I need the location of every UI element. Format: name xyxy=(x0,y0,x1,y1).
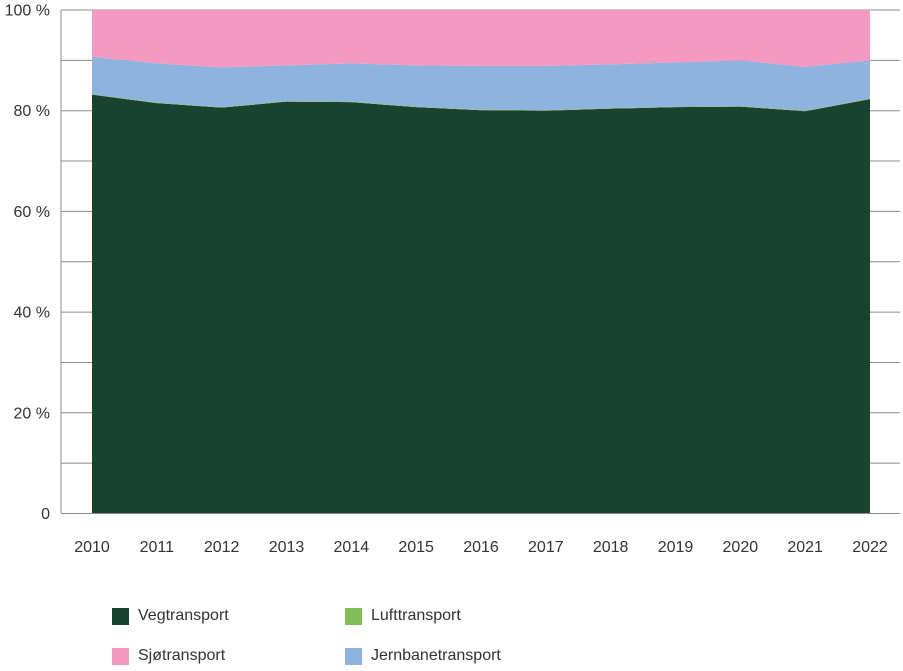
legend: Vegtransport Lufttransport Sjøtransport … xyxy=(112,607,501,665)
area-lufttransport xyxy=(92,94,870,112)
legend-item-jernbanetransport: Jernbanetransport xyxy=(345,647,501,665)
y-tick-label-40: 40 % xyxy=(14,305,50,322)
y-tick-label-20: 20 % xyxy=(14,405,50,422)
x-tick-label-2022: 2022 xyxy=(852,539,888,556)
legend-label-sjotransport: Sjøtransport xyxy=(138,647,226,664)
stacked-area-chart: 0 20 % 40 % 60 % 80 % 100 % 2010 2011 2012 2013 20… xyxy=(5,3,900,556)
x-tick-label-2017: 2017 xyxy=(528,539,564,556)
x-tick-label-2013: 2013 xyxy=(269,539,305,556)
x-tick-label-2016: 2016 xyxy=(463,539,499,556)
x-tick-label-2021: 2021 xyxy=(787,539,823,556)
y-tick-label-80: 80 % xyxy=(14,103,50,120)
legend-label-lufttransport: Lufttransport xyxy=(371,607,461,624)
x-tick-label-2015: 2015 xyxy=(398,539,434,556)
area-vegtransport xyxy=(92,94,870,514)
y-tick-label-60: 60 % xyxy=(14,204,50,221)
y-tick-label-0: 0 xyxy=(41,506,50,523)
vegtransport-swatch-icon xyxy=(112,607,129,625)
jernbanetransport-swatch-icon xyxy=(345,647,362,665)
x-tick-label-2019: 2019 xyxy=(658,539,694,556)
legend-item-lufttransport: Lufttransport xyxy=(345,607,501,625)
sjotransport-swatch-icon xyxy=(112,647,129,665)
x-tick-label-2014: 2014 xyxy=(334,539,370,556)
x-tick-label-2010: 2010 xyxy=(74,539,110,556)
area-jernbanetransport xyxy=(92,56,870,111)
legend-item-sjotransport: Sjøtransport xyxy=(112,647,345,665)
legend-item-vegtransport: Vegtransport xyxy=(112,607,345,625)
x-tick-label-2012: 2012 xyxy=(204,539,240,556)
area-sjøtransport xyxy=(92,10,870,68)
lufttransport-swatch-icon xyxy=(345,607,362,625)
legend-label-jernbanetransport: Jernbanetransport xyxy=(371,647,501,664)
y-tick-label-100: 100 % xyxy=(5,3,50,20)
x-tick-label-2018: 2018 xyxy=(593,539,629,556)
x-tick-label-2020: 2020 xyxy=(723,539,759,556)
legend-label-vegtransport: Vegtransport xyxy=(138,607,229,624)
x-tick-label-2011: 2011 xyxy=(140,539,175,556)
